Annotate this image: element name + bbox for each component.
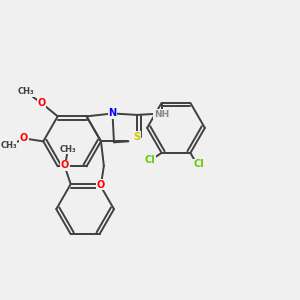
Text: S: S <box>134 132 141 142</box>
Text: NH: NH <box>154 110 169 118</box>
Text: CH₃: CH₃ <box>59 145 76 154</box>
Text: CH₃: CH₃ <box>18 87 34 96</box>
Text: Cl: Cl <box>194 159 205 170</box>
Text: O: O <box>61 160 69 170</box>
Text: CH₃: CH₃ <box>0 141 17 150</box>
Text: O: O <box>97 180 105 190</box>
Text: Cl: Cl <box>145 155 155 165</box>
Text: O: O <box>37 98 45 108</box>
Text: N: N <box>109 109 117 118</box>
Text: O: O <box>20 134 28 143</box>
